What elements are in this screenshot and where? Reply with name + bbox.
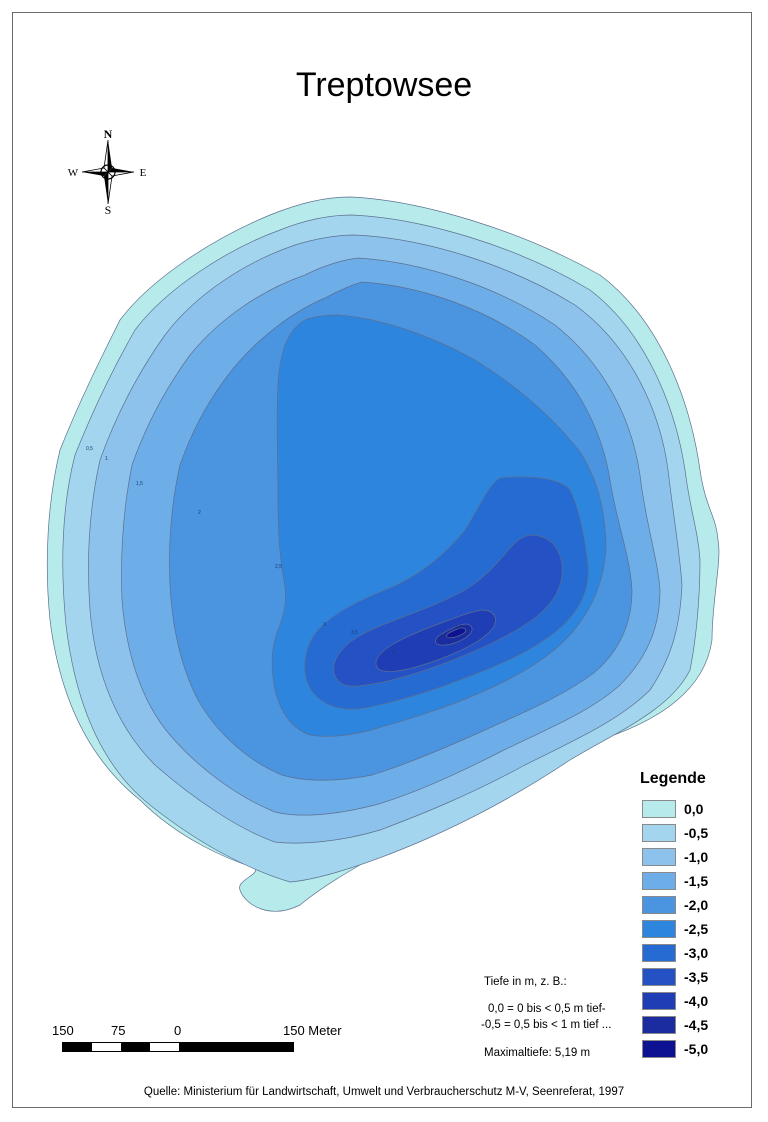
legend-label: -0,5: [684, 825, 709, 841]
contour-label-4: 4: [392, 649, 395, 655]
legend-label: -4,5: [684, 1017, 709, 1033]
legend-label: -2,5: [684, 921, 709, 937]
legend-swatch: [642, 992, 676, 1010]
legend-label: -1,0: [684, 849, 709, 865]
contour-labels: 0,5 1 1,5 2 2,5 3 3,5 4 4,5 5: [86, 446, 462, 655]
contour-label-0-5: 0,5: [86, 446, 93, 452]
legend-item: -1,5: [642, 872, 752, 892]
scale-segment: [150, 1043, 179, 1051]
legend-item: -4,5: [642, 1016, 752, 1036]
depth-example-1: 0,0 = 0 bis < 0,5 m tief-: [488, 1003, 606, 1015]
legend-swatch: [642, 1040, 676, 1058]
legend-item: -3,0: [642, 944, 752, 964]
max-depth: Maximaltiefe: 5,19 m: [484, 1047, 591, 1059]
legend-title: Legende: [640, 770, 706, 787]
depth-contours: [46, 196, 720, 912]
contour-label-3: 3: [323, 622, 326, 628]
legend-swatch: [642, 824, 676, 842]
legend-swatch: [642, 1016, 676, 1034]
legend-swatch: [642, 944, 676, 962]
legend-label: 0,0: [684, 801, 704, 817]
legend-item: -5,0: [642, 1040, 752, 1060]
compass-east-label: E: [140, 167, 147, 179]
contour-label-3-5: 3,5: [351, 630, 358, 636]
scale-label-150-left: 150: [52, 1023, 74, 1038]
scale-label-0: 0: [174, 1023, 182, 1038]
contour-label-1-5: 1,5: [136, 481, 143, 487]
depth-zone-5-0: [446, 627, 467, 639]
legend-label: -5,0: [684, 1041, 709, 1057]
compass-south-label: S: [105, 203, 112, 217]
depth-note: Tiefe in m, z. B.:: [484, 976, 567, 988]
scale-segment: [63, 1043, 92, 1051]
legend-swatch: [642, 920, 676, 938]
contour-label-1: 1: [105, 456, 108, 462]
legend-item: -0,5: [642, 824, 752, 844]
compass-rose-icon: N S W E: [68, 127, 147, 217]
contour-label-4-5: 4,5: [455, 625, 462, 631]
legend-item: -3,5: [642, 968, 752, 988]
compass-star: [81, 139, 135, 205]
legend-label: -1,5: [684, 873, 709, 889]
scale-label-75: 75: [111, 1023, 126, 1038]
legend-item: -2,5: [642, 920, 752, 940]
legend-swatch: [642, 872, 676, 890]
legend-item: 0,0: [642, 800, 752, 820]
legend-label: -4,0: [684, 993, 709, 1009]
depth-example-2: -0,5 = 0,5 bis < 1 m tief ...: [481, 1019, 612, 1031]
legend-label: -3,5: [684, 969, 709, 985]
legend-swatch: [642, 800, 676, 818]
contour-label-2: 2: [198, 510, 201, 516]
compass-west-label: W: [68, 167, 79, 179]
legend-swatch: [642, 848, 676, 866]
scale-segment: [92, 1043, 121, 1051]
legend-swatch: [642, 968, 676, 986]
legend-label: -3,0: [684, 945, 709, 961]
legend-item: -1,0: [642, 848, 752, 868]
legend-item: -2,0: [642, 896, 752, 916]
legend-swatch: [642, 896, 676, 914]
scale-segment: [179, 1043, 293, 1051]
contour-label-2-5: 2,5: [275, 564, 282, 570]
contour-label-5: 5: [441, 634, 444, 640]
scale-segment: [121, 1043, 150, 1051]
legend-item: -4,0: [642, 992, 752, 1012]
map-frame: [12, 12, 752, 1108]
map-title: Treptowsee: [295, 66, 473, 104]
legend-label: -2,0: [684, 897, 709, 913]
compass-north-label: N: [104, 127, 113, 141]
source-credit: Quelle: Ministerium für Landwirtschaft, …: [143, 1086, 625, 1098]
scale-bar: [62, 1042, 294, 1052]
scale-label-150-meter: 150 Meter: [283, 1023, 342, 1038]
